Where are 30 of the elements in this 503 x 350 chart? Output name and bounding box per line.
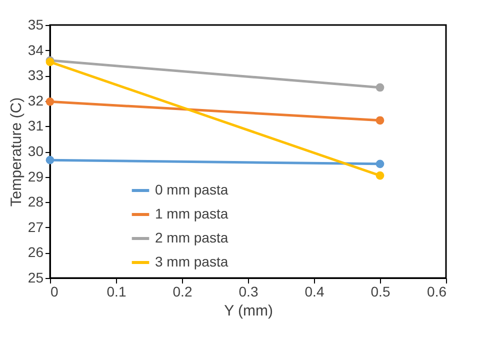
legend-label: 3 mm pasta [155,254,228,270]
y-tick-label: 28 [28,194,44,210]
x-tick-label: 0.2 [172,284,192,300]
x-tick-label: 0.5 [370,284,390,300]
legend-label: 1 mm pasta [155,206,228,222]
y-tick-label: 27 [28,218,44,235]
x-tick-label: 0.1 [106,284,126,300]
point [376,116,384,125]
y-tick-label: 34 [28,42,44,58]
y-tick-label: 32 [28,92,44,108]
y-axis-title: Temperature (C) [8,97,25,207]
point [46,97,54,106]
x-tick-label: 0 [50,284,58,300]
x-tick-label: 0.6 [427,284,447,300]
y-tick-label: 29 [28,168,44,184]
point [376,160,384,168]
point [376,83,384,92]
y-tick-label: 33 [28,67,44,84]
x-axis-title: Y (mm) [224,302,273,320]
x-tick-label: 0.4 [304,284,324,300]
legend-label: 2 mm pasta [155,230,228,246]
y-tick-label: 35 [28,16,44,32]
point [46,156,54,164]
legend-label: 0 mm pasta [155,182,228,198]
y-tick-label: 26 [28,244,44,260]
point [376,171,384,180]
y-tick-label: 31 [28,118,44,134]
y-tick-label: 30 [28,143,44,159]
x-tick-label: 0.3 [238,284,258,300]
y-tick-label: 25 [28,270,44,286]
